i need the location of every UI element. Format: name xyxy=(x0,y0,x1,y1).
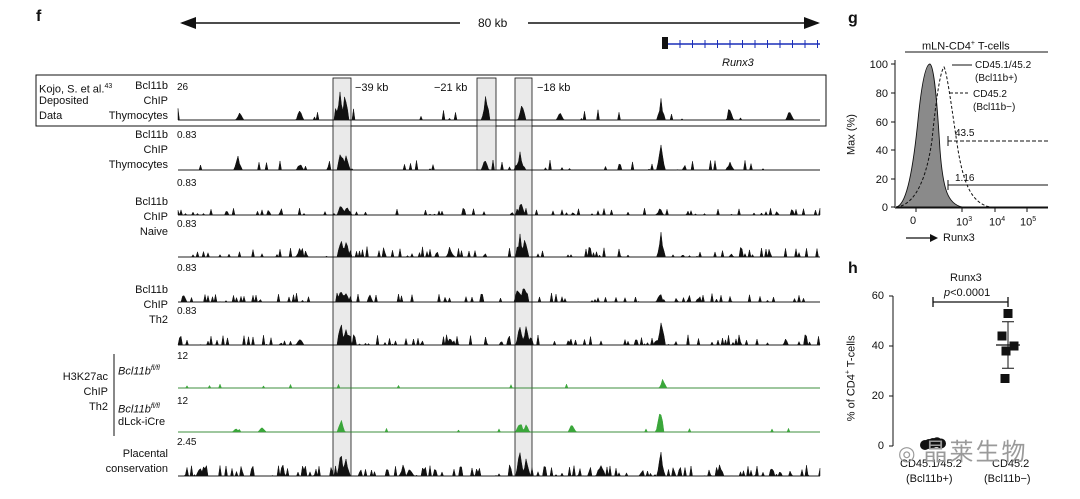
box-chip-label: ChIP xyxy=(143,95,168,107)
wechat-icon: ◎ xyxy=(898,441,918,465)
dlck-icre-label: dLck-iCre xyxy=(118,416,166,428)
highlight-label-18kb: −18 kb xyxy=(537,82,571,94)
gene-label: Runx3 xyxy=(722,57,754,69)
placental-label-1: Placental xyxy=(122,448,168,460)
scatter-ytick-60: 60 xyxy=(871,290,884,302)
highlight-label-39kb: −39 kb xyxy=(355,82,389,94)
flow-xtick-1e4: 104 xyxy=(989,216,1006,229)
flow-ytick-0: 0 xyxy=(881,202,888,214)
flfl-label-2: Bcl11bfl/fl xyxy=(118,403,160,416)
thymo-label-2: ChIP xyxy=(143,144,168,156)
scatter-point-bcl11b-neg xyxy=(1001,346,1011,356)
deposited-label: Deposited xyxy=(39,95,89,107)
thymo-label-1: Bcl11b xyxy=(135,129,168,141)
flow-title: mLN-CD4+ T-cells xyxy=(922,40,1010,53)
th2-label-1: Bcl11b xyxy=(135,284,168,296)
track-scale-9: 2.45 xyxy=(177,437,197,448)
flow-xtick-1e3: 103 xyxy=(956,216,973,229)
scatter-point-bcl11b-neg xyxy=(997,331,1007,341)
naive-label-3: Naive xyxy=(139,226,168,238)
flow-legend-2b: (Bcl11b−) xyxy=(973,102,1016,113)
box-thymocytes-label: Thymocytes xyxy=(108,110,168,122)
h3k27ac-label-3: Th2 xyxy=(89,401,108,413)
scatter-pvalue: p<0.0001 xyxy=(944,287,991,299)
naive-label-2: ChIP xyxy=(143,211,168,223)
data-label: Data xyxy=(39,110,63,122)
scatter-xcat-2b: (Bcl11b−) xyxy=(984,473,1031,485)
flow-ytick-100: 100 xyxy=(869,59,888,71)
thymo-label-3: Thymocytes xyxy=(108,159,168,171)
scatter-point-bcl11b-neg xyxy=(1009,341,1019,351)
flow-legend-2a: CD45.2 xyxy=(973,89,1007,100)
th2-label-3: Th2 xyxy=(149,314,168,326)
track-scale-7: 12 xyxy=(177,351,189,362)
placental-label-2: conservation xyxy=(105,463,168,475)
flow-gate-low-value: 1.16 xyxy=(955,173,975,184)
track-scale-1: 26 xyxy=(177,82,189,93)
box-bcl11b-label: Bcl11b xyxy=(135,80,168,92)
flow-xlabel: Runx3 xyxy=(943,232,975,244)
flow-xtick-0: 0 xyxy=(910,215,917,227)
track-scale-2: 0.83 xyxy=(177,130,197,141)
scatter-xcat-1a: CD45.1/45.2 xyxy=(900,458,962,470)
h3k27ac-label-2: ChIP xyxy=(83,386,108,398)
flfl-label-1: Bcl11bfl/fl xyxy=(118,365,160,378)
naive-label-1: Bcl11b xyxy=(135,196,168,208)
scatter-ylabel: % of CD4+ T-cells xyxy=(844,335,858,422)
scatter-xcat-1b: (Bcl11b+) xyxy=(906,473,953,485)
panel-f-letter: f xyxy=(36,8,42,25)
highlight-label-21kb: −21 kb xyxy=(434,82,468,94)
reference-citation: Kojo, S. et al.43 xyxy=(39,83,113,96)
flow-ytick-40: 40 xyxy=(875,145,888,157)
scatter-point-bcl11b-neg xyxy=(1003,309,1013,318)
scatter-ytick-40: 40 xyxy=(871,340,884,352)
scatter-ytick-20: 20 xyxy=(871,390,884,402)
track-scale-8: 12 xyxy=(177,396,189,407)
panel-g-letter: g xyxy=(848,10,858,27)
scatter-ytick-0: 0 xyxy=(877,440,884,452)
th2-label-2: ChIP xyxy=(143,299,168,311)
panel-h-letter: h xyxy=(848,260,858,277)
track-scale-5: 0.83 xyxy=(177,263,197,274)
flow-ytick-80: 80 xyxy=(875,88,888,100)
flow-ytick-20: 20 xyxy=(875,174,888,186)
scatter-point-bcl11b-neg xyxy=(1000,374,1010,383)
flow-legend-1b: (Bcl11b+) xyxy=(975,73,1018,84)
flow-legend-1a: CD45.1/45.2 xyxy=(975,60,1032,71)
flow-xtick-1e5: 105 xyxy=(1020,216,1037,229)
watermark-logo: ◎ 晶莱生物 xyxy=(898,438,1028,466)
scale-bar-label: 80 kb xyxy=(478,16,508,30)
scatter-point-bcl11b-pos xyxy=(936,438,946,449)
h3k27ac-label-1: H3K27ac xyxy=(62,371,108,383)
track-scale-6: 0.83 xyxy=(177,306,197,317)
scatter-title: Runx3 xyxy=(950,272,982,284)
flow-gate-high-value: 43.5 xyxy=(955,128,975,139)
scatter-xcat-2a: CD45.2 xyxy=(992,458,1030,470)
flow-ytick-60: 60 xyxy=(875,117,888,129)
track-scale-3: 0.83 xyxy=(177,178,197,189)
track-scale-4: 0.83 xyxy=(177,219,197,230)
